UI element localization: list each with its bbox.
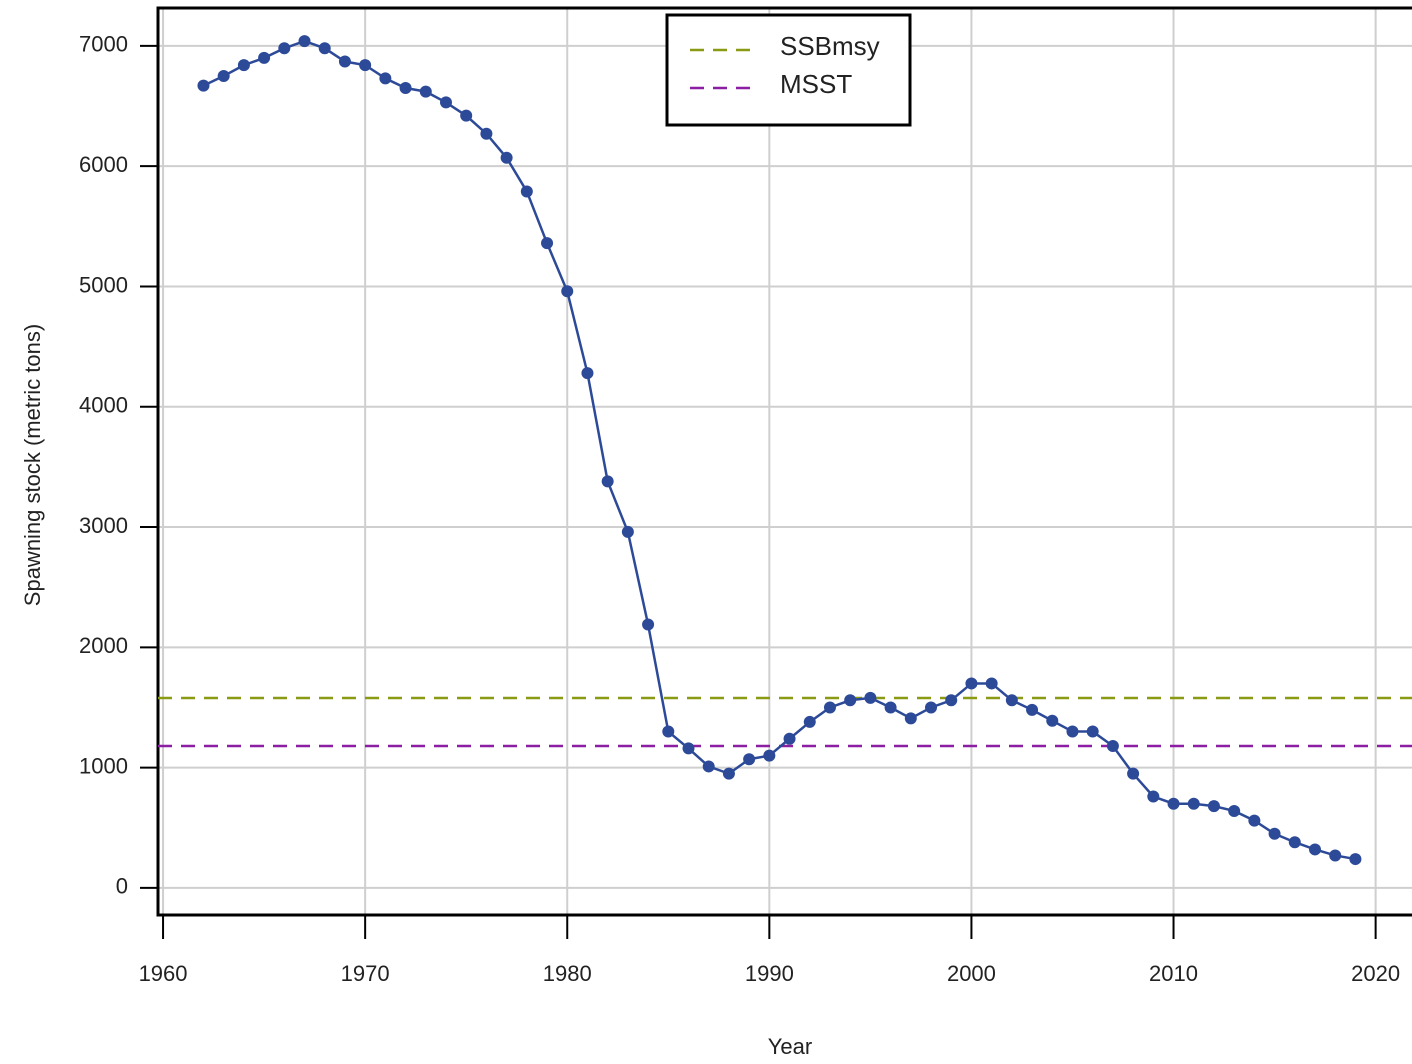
data-point [601,475,614,488]
data-point [965,677,978,690]
data-point [1228,804,1241,817]
data-point [904,712,917,725]
y-tick-label: 7000 [79,32,128,57]
data-point [844,694,857,707]
data-point [237,59,250,72]
data-point [642,618,655,631]
y-tick-label: 3000 [79,513,128,538]
data-point [702,760,715,773]
legend-label: MSST [780,69,852,99]
data-point [1248,814,1261,827]
data-point [823,701,836,714]
x-tick-label: 1990 [745,961,794,986]
y-tick-label: 6000 [79,152,128,177]
data-point [561,285,574,298]
x-tick-label: 2000 [947,961,996,986]
data-point [1329,849,1342,862]
data-point [298,35,311,48]
data-point [1046,714,1059,727]
data-point [763,749,776,762]
data-point [318,42,331,55]
data-point [1268,827,1281,840]
data-point [783,732,796,745]
data-point [480,127,493,140]
data-point [500,151,513,164]
data-point [945,694,958,707]
data-point [419,85,432,98]
data-point [682,742,695,755]
data-point [399,81,412,94]
data-point [1308,843,1321,856]
data-point [338,55,351,68]
data-point [1127,767,1140,780]
legend-label: SSBmsy [780,31,880,61]
data-point [1106,739,1119,752]
data-point [1187,797,1200,810]
data-point [1288,836,1301,849]
data-point [1167,797,1180,810]
data-point [1147,790,1160,803]
x-axis-title: Year [768,1034,812,1059]
data-point [359,59,372,72]
data-point [722,767,735,780]
data-point [1005,694,1018,707]
data-point [985,677,998,690]
x-tick-label: 1960 [139,961,188,986]
y-tick-label: 1000 [79,753,128,778]
legend-box [665,13,912,127]
data-point [925,701,938,714]
y-tick-label: 4000 [79,393,128,418]
plot-frame [156,6,1412,917]
data-point [379,72,392,85]
x-tick-label: 2020 [1351,961,1400,986]
y-axis-title: Spawning stock (metric tons) [20,324,45,606]
data-point [1026,703,1039,716]
data-point [278,42,291,55]
data-point [541,237,554,250]
data-point [1349,853,1362,866]
data-point [884,701,897,714]
data-point [258,51,271,64]
data-point [581,367,594,380]
x-tick-label: 1970 [341,961,390,986]
data-point [520,185,533,198]
data-point [621,525,634,538]
data-point [1207,800,1220,813]
y-tick-label: 5000 [79,272,128,297]
data-point [439,96,452,109]
data-point [743,753,756,766]
x-tick-label: 2010 [1149,961,1198,986]
series-line [202,39,1356,861]
data-point [662,725,675,738]
y-tick-label: 2000 [79,633,128,658]
data-point [1066,725,1079,738]
data-point [864,691,877,704]
data-point [197,79,210,92]
x-tick-label: 1980 [543,961,592,986]
data-point [217,69,230,82]
legend: SSBmsy MSST [665,13,912,127]
data-point [1086,725,1099,738]
data-point [460,109,473,122]
y-tick-label: 0 [116,874,128,899]
data-point [803,715,816,728]
